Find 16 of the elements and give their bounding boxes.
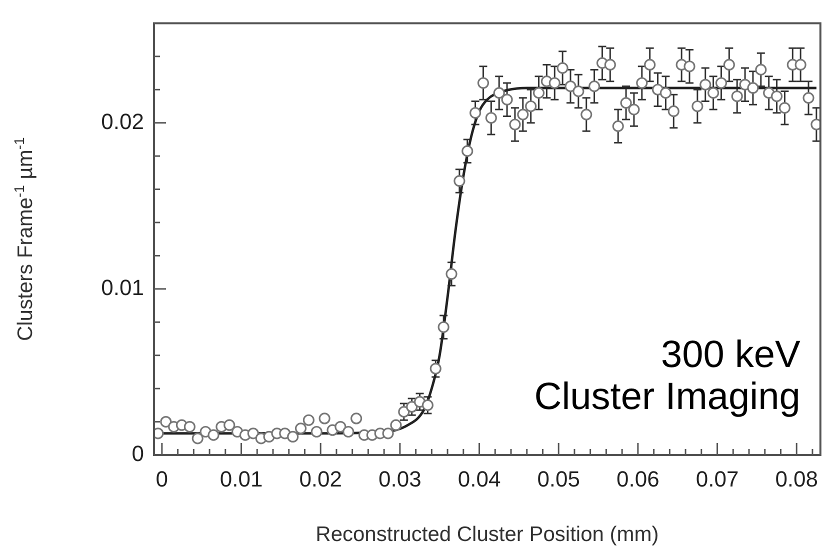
x-tick-label: 0.07	[696, 466, 739, 492]
x-tick-label: 0.02	[299, 466, 342, 492]
y-tick-label: 0	[132, 441, 144, 466]
x-tick-label: 0.05	[537, 466, 580, 492]
x-tick-label: 0.01	[220, 466, 263, 492]
x-tick-label: 0.08	[775, 466, 818, 492]
x-tick-label: 0.06	[616, 466, 660, 492]
y-tick-label: 0.01	[101, 274, 144, 300]
y-axis-title: Clusters Frame-1 µm-1	[11, 136, 37, 342]
x-tick-label: 0.03	[378, 466, 422, 492]
annotation: 300 keV	[660, 334, 802, 376]
annotation: Cluster Imaging	[534, 376, 800, 418]
x-tick-label: 0.04	[458, 466, 501, 492]
x-tick-label: 0	[156, 466, 168, 492]
y-tick-label: 0.02	[101, 108, 144, 134]
x-axis-title: Reconstructed Cluster Position (mm)	[316, 523, 659, 546]
